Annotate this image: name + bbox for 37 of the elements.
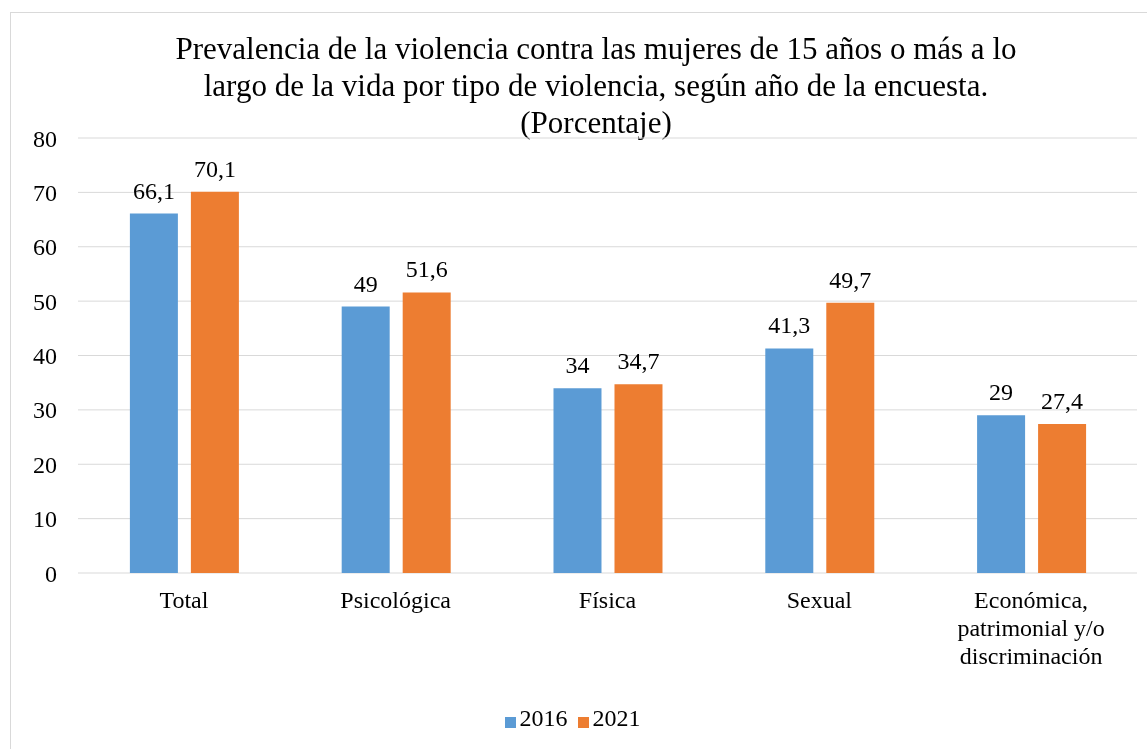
y-tick-label: 50 bbox=[33, 288, 57, 315]
data-label: 66,1 bbox=[132, 177, 175, 204]
data-label: 34,7 bbox=[617, 348, 660, 375]
x-tick-label: Sexual bbox=[786, 587, 853, 613]
bar bbox=[129, 213, 178, 573]
y-tick-label: 20 bbox=[33, 451, 57, 478]
chart-title: Prevalencia de la violencia contra las mujeres de 15 años o más a lo largo de la vida por tipo de violencia, según año de la encuesta. (Porcentaje) bbox=[174, 30, 1018, 141]
data-label: 34 bbox=[565, 352, 590, 379]
x-tick-label: Psicológica bbox=[340, 587, 452, 613]
bar bbox=[614, 384, 663, 573]
data-label: 70,1 bbox=[193, 155, 236, 182]
legend-label: 2016 bbox=[519, 705, 568, 731]
bar bbox=[977, 415, 1026, 573]
y-tick-label: 80 bbox=[33, 125, 57, 152]
y-tick-label: 30 bbox=[33, 397, 57, 424]
y-tick-label: 10 bbox=[33, 506, 57, 533]
data-label: 27,4 bbox=[1041, 388, 1084, 415]
bar bbox=[765, 348, 814, 573]
x-tick-label: Económica, patrimonial y/o discriminación bbox=[957, 587, 1105, 669]
bar bbox=[341, 306, 390, 573]
legend-label: 2021 bbox=[592, 705, 641, 731]
bar bbox=[826, 302, 875, 573]
data-label: 41,3 bbox=[768, 312, 811, 339]
data-label: 29 bbox=[989, 379, 1014, 406]
bar bbox=[1038, 424, 1087, 573]
y-tick-label: 0 bbox=[45, 560, 57, 587]
bar bbox=[553, 388, 602, 573]
data-label: 49,7 bbox=[829, 266, 872, 293]
data-label: 49 bbox=[353, 270, 378, 297]
x-tick-label: Total bbox=[159, 587, 209, 613]
bar bbox=[190, 191, 239, 573]
y-tick-label: 70 bbox=[33, 179, 57, 206]
x-tick-label: Física bbox=[578, 587, 637, 613]
data-label: 51,6 bbox=[405, 256, 448, 283]
bar bbox=[402, 292, 451, 573]
y-tick-label: 40 bbox=[33, 343, 57, 370]
y-tick-label: 60 bbox=[33, 234, 57, 261]
